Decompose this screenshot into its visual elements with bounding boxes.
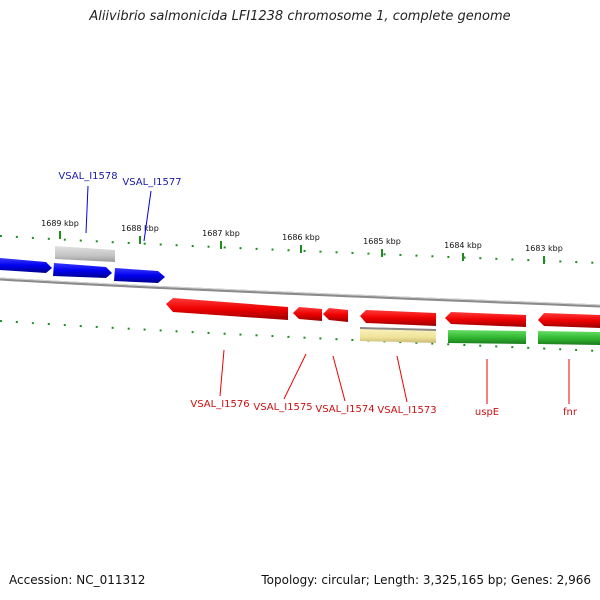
reverse-gene[interactable] — [293, 307, 322, 321]
map-title: Aliivibrio salmonicida LFI1238 chromosom… — [89, 9, 511, 24]
forward-gene[interactable] — [53, 263, 112, 278]
reverse-genes — [166, 298, 600, 328]
summary-text: Topology: circular; Length: 3,325,165 bp… — [261, 573, 591, 587]
forward-genes — [0, 258, 165, 283]
gene-callout-line — [332, 355, 346, 402]
accession-text: Accession: NC_011312 — [9, 573, 146, 587]
reverse-gene-label[interactable]: VSAL_I1574 — [315, 404, 374, 415]
forward-gene-label[interactable]: VSAL_I1578 — [58, 171, 117, 182]
kbp-tick-label: 1687 kbp — [202, 229, 240, 238]
reverse-gene[interactable] — [166, 298, 288, 320]
kbp-tick-label: 1683 kbp — [525, 244, 563, 253]
tan-feature-outline — [359, 327, 437, 331]
reverse-gene[interactable] — [538, 313, 600, 328]
kbp-tick-label: 1688 kbp — [121, 224, 159, 233]
kbp-tick-label: 1686 kbp — [282, 233, 320, 242]
gene-callout-line — [219, 349, 225, 397]
gene-callout-line — [143, 190, 152, 242]
green-feature[interactable] — [538, 331, 600, 345]
gene-callout-line — [85, 185, 89, 234]
green-feature[interactable] — [448, 330, 526, 344]
reverse-gene-label[interactable]: VSAL_I1575 — [253, 402, 312, 413]
forward-gene[interactable] — [114, 268, 165, 283]
forward-gene-label[interactable]: VSAL_I1577 — [122, 177, 181, 188]
gene-callout-line — [396, 355, 408, 403]
gene-callout-line — [283, 353, 307, 400]
kbp-tick-label: 1684 kbp — [444, 241, 482, 250]
backbone-arc — [0, 277, 600, 308]
reverse-gene[interactable] — [323, 308, 348, 322]
reverse-gene-label[interactable]: uspE — [475, 407, 499, 418]
tan-feature[interactable] — [360, 328, 436, 343]
kbp-tick-label: 1689 kbp — [41, 219, 79, 228]
reverse-gene[interactable] — [445, 312, 526, 327]
kbp-tick-label: 1685 kbp — [363, 237, 401, 246]
reverse-gene-label[interactable]: fnr — [563, 407, 578, 418]
reverse-gene-label[interactable]: VSAL_I1576 — [190, 399, 249, 410]
reverse-gene-label[interactable]: VSAL_I1573 — [377, 405, 436, 416]
forward-gene[interactable] — [0, 258, 52, 273]
backbone-arc-highlight — [0, 277, 600, 306]
reverse-gene[interactable] — [360, 310, 436, 326]
gray-feature[interactable] — [55, 246, 115, 262]
